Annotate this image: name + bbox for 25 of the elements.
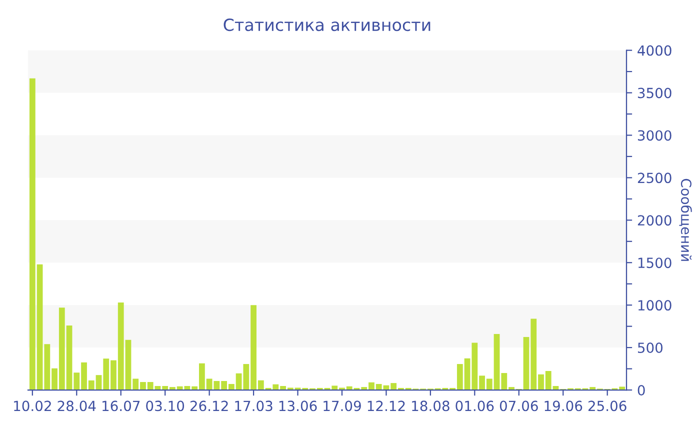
x-tick-label: 13.06 xyxy=(279,400,317,412)
y-tick-label: 3000 xyxy=(638,130,672,141)
x-tick-label: 18.08 xyxy=(412,400,450,412)
y-tick-label: 1000 xyxy=(638,300,672,311)
x-tick-label: 12.12 xyxy=(368,400,405,411)
x-tick-label: 07.06 xyxy=(500,400,538,412)
x-tick-label: 25.06 xyxy=(588,400,626,412)
y-tick-label: 500 xyxy=(638,342,663,354)
x-tick-label: 01.06 xyxy=(456,400,494,412)
y-tick-label: 4000 xyxy=(638,45,672,56)
y-tick-label: 2000 xyxy=(638,215,672,226)
x-tick-label: 19.06 xyxy=(544,400,582,412)
x-tick-label: 10.02 xyxy=(14,400,51,412)
y-axis-title: Сообщений xyxy=(679,178,692,261)
y-tick-label: 2500 xyxy=(638,172,672,184)
x-tick-label: 26.12 xyxy=(190,400,228,412)
x-tick-label: 17.09 xyxy=(324,400,361,412)
x-tick-label: 16.07 xyxy=(102,400,140,412)
x-tick-label: 03.10 xyxy=(146,400,184,412)
y-tick-label: 3500 xyxy=(638,88,672,98)
y-tick-label: 0 xyxy=(638,384,645,396)
y-tick-label: 1500 xyxy=(638,258,672,268)
x-tick-label: 28.04 xyxy=(58,400,96,412)
chart-title: Статистика активности xyxy=(224,18,430,32)
x-tick-label: 17.03 xyxy=(235,400,272,412)
